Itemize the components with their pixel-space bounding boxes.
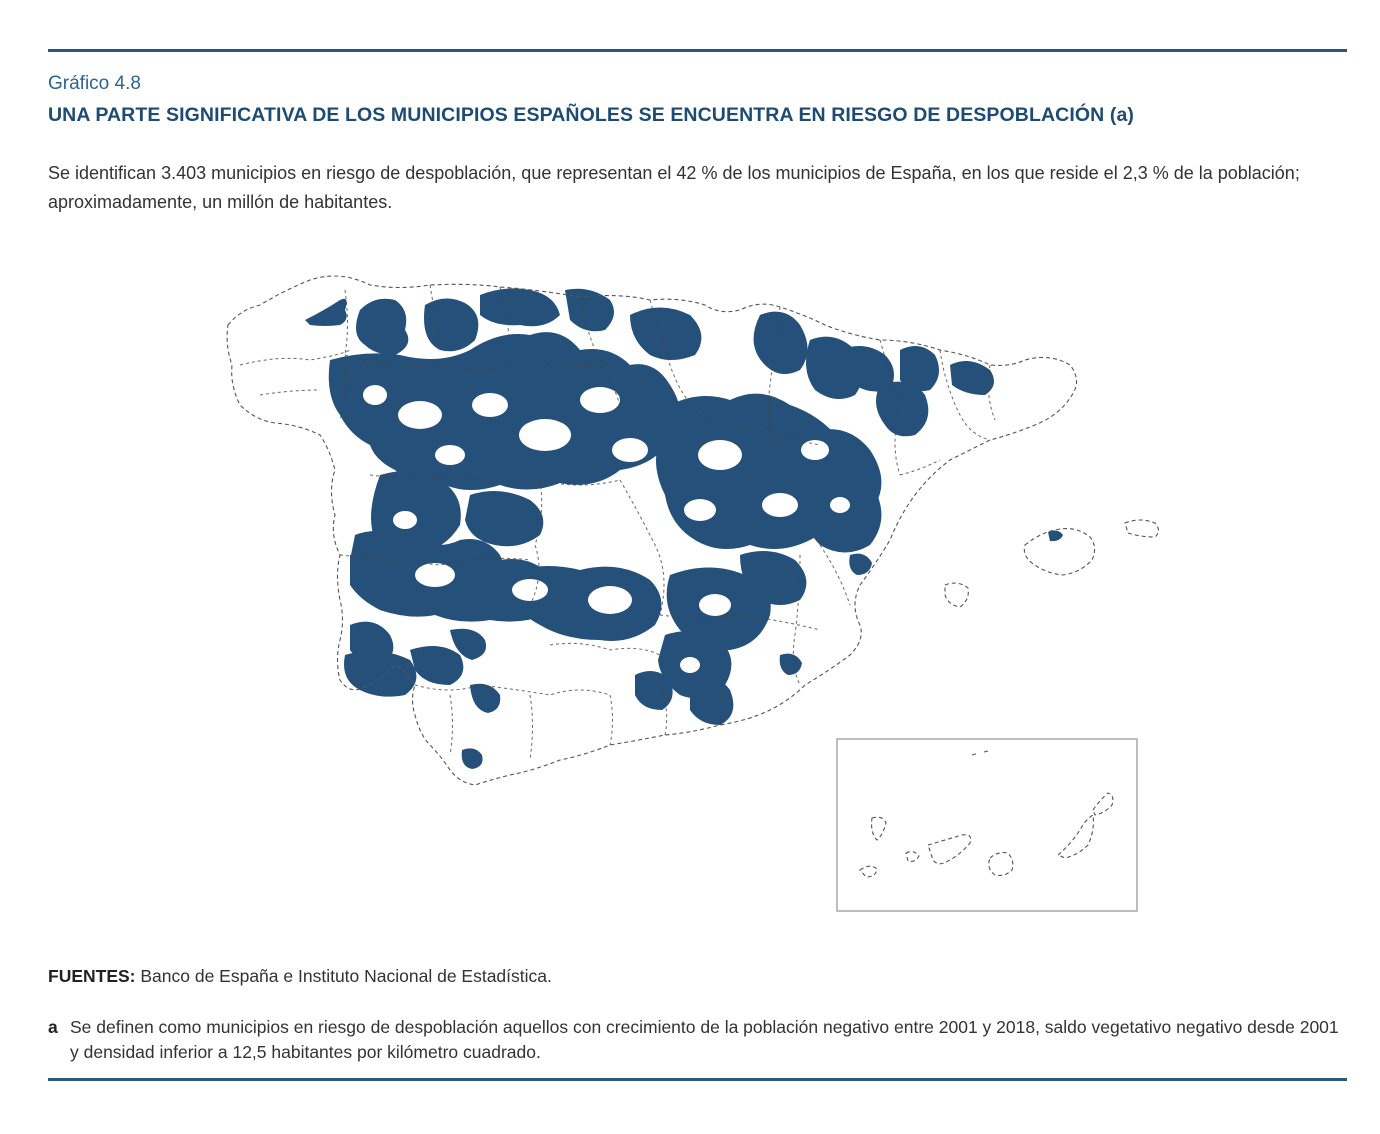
figure-title-text: UNA PARTE SIGNIFICATIVA DE LOS MUNICIPIO… [48, 104, 1105, 126]
alboran-outline [971, 750, 989, 756]
figure-title: UNA PARTE SIGNIFICATIVA DE LOS MUNICIPIO… [48, 104, 1134, 127]
risk-areas [305, 288, 1063, 769]
la-gomera-outline [905, 850, 920, 862]
fuerteventura-outline [1056, 814, 1094, 859]
bottom-rule [48, 1078, 1347, 1081]
sources-text: Banco de España e Instituto Nacional de … [135, 966, 552, 986]
figure-description: Se identifican 3.403 municipios en riesg… [48, 163, 1300, 212]
figure-label: Gráfico 4.8 [48, 73, 141, 94]
footnote-a: a Se definen como municipios en riesgo d… [48, 1015, 1348, 1065]
canary-islands-inset [836, 738, 1138, 912]
footnote-text: Se definen como municipios en riesgo de … [70, 1017, 1339, 1062]
spain-depopulation-map [200, 255, 1200, 955]
sources-label: FUENTES: [48, 966, 136, 986]
lanzarote-outline [1092, 792, 1114, 816]
ibiza-outline [944, 582, 969, 608]
peninsula-outline [226, 275, 1078, 786]
la-palma-outline [871, 816, 887, 841]
el-hierro-outline [859, 865, 878, 878]
tenerife-outline [927, 834, 972, 865]
inset-frame [836, 738, 1138, 912]
menorca-outline [1124, 519, 1160, 538]
mallorca-outline [1023, 528, 1096, 576]
footnote-key: a [48, 1017, 58, 1037]
gran-canaria-outline [988, 852, 1014, 876]
top-rule [48, 49, 1347, 52]
internal-borders [239, 284, 996, 761]
non-risk-gaps [363, 385, 850, 673]
figure-title-note-ref: (a) [1104, 104, 1134, 126]
balearic-islands [944, 519, 1160, 608]
sources: FUENTES: Banco de España e Instituto Nac… [48, 966, 552, 987]
